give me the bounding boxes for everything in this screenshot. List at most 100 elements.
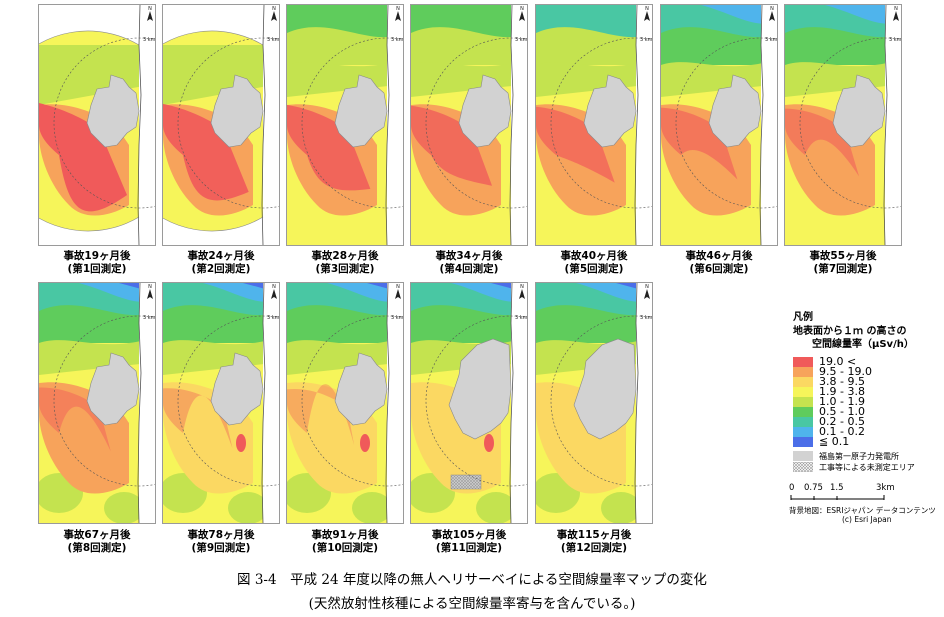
basemap-credit: 背景地図：ESRIジャパン データコンテンツ [789,506,936,515]
ring-label: 3 km [889,37,901,43]
dose-rate-map: N 3 km [39,5,155,245]
legend-title: 凡例 [793,312,813,323]
map-panel: N 3 km [286,282,404,524]
map-caption: 事故55ヶ月後 (第7回測定) [781,250,905,276]
map-caption-survey: (第10回測定) [311,542,379,554]
legend-swatch [793,437,813,447]
map-caption-survey: (第11回測定) [435,542,503,554]
map-caption-survey: (第3回測定) [315,263,375,275]
dose-rate-map: N 3 km [163,5,279,245]
map-caption: 事故67ヶ月後 (第8回測定) [35,529,159,555]
scale-tick-label: 1.5 [830,483,844,493]
map-caption: 事故34ヶ月後 (第4回測定) [407,250,531,276]
legend-label: 3.8 - 9.5 [819,375,865,388]
map-caption-month: 事故55ヶ月後 [809,250,877,262]
map-panel: N 3 km [410,4,528,246]
map-caption: 事故91ヶ月後 (第10回測定) [283,529,407,555]
ring-label: 3 km [143,315,155,321]
dose-rate-map: N 3 km [163,283,279,523]
ring-label: 3 km [515,315,527,321]
figure-subcaption: (天然放射性核種による空間線量率寄与を含んでいる。) [308,596,636,612]
dose-rate-map: N 3 km [287,5,403,245]
legend-label: 1.0 - 1.9 [819,395,865,408]
map-caption: 事故105ヶ月後 (第11回測定) [407,529,531,555]
map-caption-month: 事故19ヶ月後 [63,250,131,262]
esri-credit: (c) Esri Japan [842,515,892,524]
map-caption: 事故28ヶ月後 (第3回測定) [283,250,407,276]
map-caption-survey: (第12回測定) [560,542,628,554]
ring-label: 3 km [515,37,527,43]
figure-caption: 図 3-4 平成 24 年度以降の無人ヘリサーベイによる空間線量率マップの変化 [237,572,707,588]
dose-rate-map: N 3 km [411,5,527,245]
map-caption-month: 事故78ヶ月後 [187,529,255,541]
ring-label: 3 km [765,37,777,43]
map-caption-survey: (第7回測定) [813,263,873,275]
map-panel: N 3 km [286,4,404,246]
map-panel: N 3 km [535,282,653,524]
legend-subtitle-line1: 地表面から１ｍ の高さの [793,326,907,337]
dose-rate-map: N 3 km [287,283,403,523]
legend-label: 1.9 - 3.8 [819,385,865,398]
scale-tick-label: 0 [789,483,795,493]
ring-label: 3 km [143,37,155,43]
legend-swatch [793,387,813,397]
legend-label: 19.0 < [819,355,857,368]
map-caption-survey: (第2回測定) [191,263,251,275]
ring-label: 3 km [391,315,403,321]
map-caption-month: 事故67ヶ月後 [63,529,131,541]
map-panel: N 3 km [535,4,653,246]
legend-swatch [793,357,813,367]
map-caption-month: 事故105ヶ月後 [431,529,507,541]
dose-rate-map: N 3 km [411,283,527,523]
map-panel: N 3 km [162,4,280,246]
dose-rate-map: N 3 km [785,5,901,245]
north-label: N [645,284,649,290]
north-label: N [645,6,649,12]
map-caption-survey: (第9回測定) [191,542,251,554]
north-label: N [894,6,898,12]
ring-label: 3 km [267,37,279,43]
map-caption-survey: (第6回測定) [689,263,749,275]
legend-swatch [793,377,813,387]
north-label: N [520,284,524,290]
map-caption-month: 事故34ヶ月後 [435,250,503,262]
north-label: N [148,284,152,290]
scale-bar-graphic [790,495,885,500]
map-caption: 事故115ヶ月後 (第12回測定) [532,529,656,555]
map-panel: N 3 km [784,4,902,246]
north-label: N [770,6,774,12]
map-caption-survey: (第5回測定) [564,263,624,275]
map-caption-month: 事故28ヶ月後 [311,250,379,262]
dose-rate-map: N 3 km [536,5,652,245]
map-caption: 事故19ヶ月後 (第1回測定) [35,250,159,276]
map-caption: 事故40ヶ月後 (第5回測定) [532,250,656,276]
map-caption-month: 事故46ヶ月後 [685,250,753,262]
dose-rate-map: N 3 km [39,283,155,523]
ring-label: 3 km [267,315,279,321]
north-label: N [396,6,400,12]
map-caption-survey: (第8回測定) [67,542,127,554]
legend-swatch [793,427,813,437]
ring-label: 3 km [391,37,403,43]
map-panel: N 3 km [660,4,778,246]
legend-label: ≦ 0.1 [819,435,850,448]
legend-subtitle-line2: 空間線量率（μSv/h） [812,339,914,350]
ring-label: 3 km [640,315,652,321]
legend-label: 0.2 - 0.5 [819,415,865,428]
legend-label: 0.5 - 1.0 [819,405,865,418]
map-panel: N 3 km [162,282,280,524]
legend-label: 9.5 - 19.0 [819,365,872,378]
scale-tick-label: 3km [876,483,895,493]
north-label: N [520,6,524,12]
unmeasured-swatch [793,462,813,472]
legend-swatch [793,417,813,427]
map-caption-survey: (第1回測定) [67,263,127,275]
map-caption-month: 事故115ヶ月後 [556,529,632,541]
legend-swatch [793,367,813,377]
map-caption: 事故46ヶ月後 (第6回測定) [657,250,781,276]
legend-plant-label: 福島第一原子力発電所 [819,452,899,461]
dose-rate-map: N 3 km [661,5,777,245]
map-caption: 事故78ヶ月後 (第9回測定) [159,529,283,555]
legend-label: 0.1 - 0.2 [819,425,865,438]
dose-rate-map: N 3 km [536,283,652,523]
